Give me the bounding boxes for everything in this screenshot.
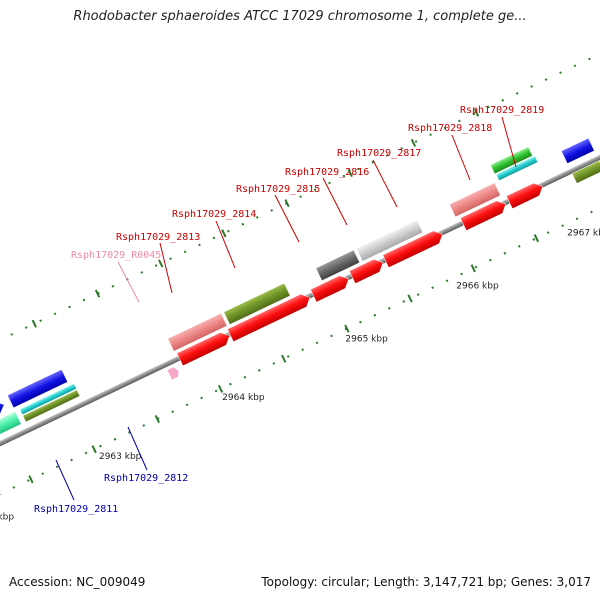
gene-Rsph17029_2811[interactable] <box>0 411 22 453</box>
gene-labels: Rsph17029_2811 Rsph17029_2812 Rsph17029_… <box>34 105 544 515</box>
gene-Rsph17029_2819b[interactable] <box>495 155 539 182</box>
gene-upstream-blue[interactable] <box>0 398 7 437</box>
gene-red-c[interactable] <box>310 273 351 303</box>
gene-red-a[interactable] <box>176 329 233 367</box>
forward-strand <box>0 137 600 453</box>
gene-Rsph17029_R0045[interactable] <box>166 366 181 381</box>
gene-Rsph17029_2812[interactable] <box>19 383 77 416</box>
map-frame: 2962 kbp 2963 kbp 2964 kbp 2965 kbp 2966 kbp… <box>0 34 600 524</box>
gene-Rsph17029_2814[interactable] <box>223 282 291 325</box>
label-Rsph17029_2817[interactable]: Rsph17029_2817 <box>337 148 421 159</box>
kbp-tick-label: 2964 kbp <box>222 393 265 403</box>
map-title: Rhodobacter sphaeroides ATCC 17029 chrom… <box>73 9 527 24</box>
kbp-labels: 2962 kbp 2963 kbp 2964 kbp 2965 kbp 2966 kbp… <box>0 229 600 523</box>
gene-Rsph17029_2818[interactable] <box>449 182 501 218</box>
gene-red-f[interactable] <box>459 198 508 231</box>
label-Rsph17029_2819[interactable]: Rsph17029_2819 <box>460 105 544 116</box>
gene-red-d[interactable] <box>348 256 386 284</box>
label-Rsph17029_2811[interactable]: Rsph17029_2811 <box>34 504 118 515</box>
label-Rsph17029_R0045[interactable]: Rsph17029_R0045 <box>71 250 161 261</box>
label-Rsph17029_2813[interactable]: Rsph17029_2813 <box>116 232 200 243</box>
kbp-tick-label: 2966 kbp <box>456 281 499 291</box>
label-Rsph17029_2816[interactable]: Rsph17029_2816 <box>285 167 369 178</box>
kbp-tick-label: 2962 kbp <box>0 513 14 523</box>
guide-track-outer <box>0 34 600 398</box>
tick-marks <box>28 108 540 484</box>
topology-label: Topology: circular; Length: 3,147,721 bp… <box>261 575 591 589</box>
gene-Rsph17029_2813[interactable] <box>167 312 228 352</box>
gene-red-g[interactable] <box>506 180 545 210</box>
label-Rsph17029_2815[interactable]: Rsph17029_2815 <box>236 184 320 195</box>
gene-red-e[interactable] <box>382 228 446 268</box>
kbp-tick-label: 2967 kbp <box>567 229 600 239</box>
label-connectors <box>55 116 517 501</box>
kbp-tick-label: 2965 kbp <box>345 334 388 344</box>
guide-track-inner <box>0 159 600 524</box>
gene-Rsph17029_2819[interactable] <box>490 146 533 175</box>
gene-Rsph17029_2817[interactable] <box>356 219 424 262</box>
kbp-tick-label: 2963 kbp <box>99 452 142 462</box>
gene-red-b[interactable] <box>227 291 312 343</box>
gene-Rsph17029_2812b[interactable] <box>22 389 81 423</box>
gene-far-olive[interactable] <box>571 160 600 184</box>
reverse-strand <box>166 180 545 381</box>
label-Rsph17029_2814[interactable]: Rsph17029_2814 <box>172 209 256 220</box>
label-Rsph17029_2812[interactable]: Rsph17029_2812 <box>104 473 188 484</box>
gene-upstream-blue-2[interactable] <box>7 369 69 409</box>
gene-far-blue[interactable] <box>560 137 595 164</box>
label-Rsph17029_2818[interactable]: Rsph17029_2818 <box>408 123 492 134</box>
gene-Rsph17029_2816[interactable] <box>315 249 361 282</box>
accession-label: Accession: NC_009049 <box>9 575 146 589</box>
